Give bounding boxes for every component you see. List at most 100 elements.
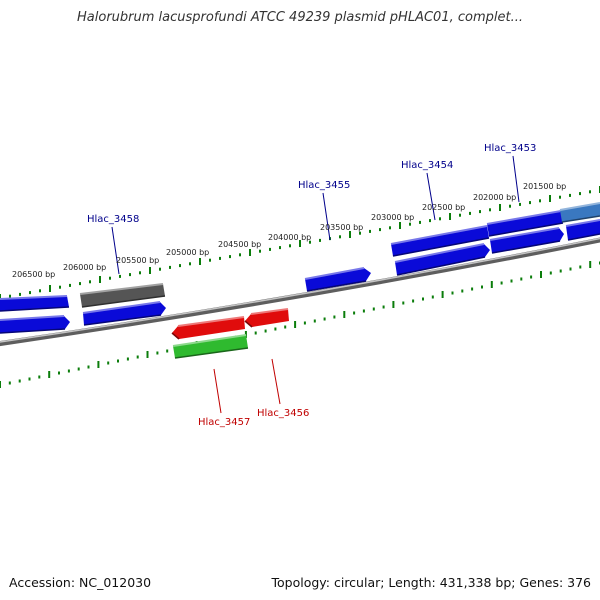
scale-minor-tick	[119, 274, 121, 278]
scale-major-tick	[399, 222, 401, 229]
cds-forward-arrow[interactable]	[489, 227, 564, 254]
scale-minor-tick	[38, 375, 41, 379]
scale-minor-tick	[169, 265, 171, 269]
scale-minor-tick	[179, 264, 181, 268]
scale-minor-tick	[353, 311, 356, 315]
scale-minor-tick	[28, 377, 31, 381]
scale-minor-tick	[269, 247, 271, 251]
scale-tick-label: 206500 bp	[12, 270, 55, 279]
scale-minor-tick	[481, 285, 483, 289]
scale-minor-tick	[559, 195, 561, 199]
rna-feature[interactable]	[172, 334, 249, 359]
scale-minor-tick	[107, 361, 110, 365]
topology-text: Topology: circular; Length: 431,338 bp; …	[271, 575, 592, 590]
gene-label[interactable]: Hlac_3454	[401, 160, 453, 171]
gene-label[interactable]: Hlac_3456	[257, 408, 309, 419]
scale-major-tick	[49, 285, 51, 292]
scale-minor-tick	[89, 280, 91, 284]
scale-minor-tick	[549, 271, 552, 275]
scale-minor-tick	[109, 276, 111, 280]
scale-minor-tick	[409, 222, 411, 226]
gene-label[interactable]: Hlac_3455	[298, 180, 350, 191]
scale-tick-label: 204500 bp	[218, 240, 261, 249]
cds-reverse-arrow[interactable]	[171, 316, 245, 340]
scale-tick-label: 203000 bp	[371, 213, 414, 222]
scale-minor-tick	[339, 235, 341, 239]
gene-label[interactable]: Hlac_3458	[87, 214, 139, 225]
scale-minor-tick	[589, 190, 591, 194]
scale-minor-tick	[431, 295, 434, 299]
scale-minor-tick	[156, 351, 159, 355]
scale-minor-tick	[569, 267, 572, 271]
scale-minor-tick	[529, 201, 531, 205]
scale-tick-label: 202500 bp	[422, 203, 465, 212]
scale-tick-label: 204000 bp	[268, 233, 311, 242]
scale-minor-tick	[389, 226, 391, 230]
scale-minor-tick	[530, 275, 533, 279]
scale-minor-tick	[77, 367, 80, 371]
gene-label[interactable]: Hlac_3453	[484, 143, 536, 154]
scale-major-tick	[540, 271, 542, 278]
scale-minor-tick	[274, 327, 277, 331]
cds-forward-arrow[interactable]	[304, 267, 371, 292]
scale-minor-tick	[539, 199, 541, 203]
scale-minor-tick	[569, 193, 571, 197]
gene-label-leader	[322, 192, 331, 241]
scale-minor-tick	[279, 246, 281, 250]
cds-forward-arrow[interactable]	[0, 315, 70, 334]
scale-major-tick	[294, 321, 297, 328]
scale-major-tick	[449, 213, 451, 220]
scale-minor-tick	[519, 202, 521, 206]
scale-minor-tick	[439, 217, 441, 221]
scale-minor-tick	[451, 291, 454, 295]
scale-major-tick	[0, 381, 1, 388]
cds-reverse-arrow[interactable]	[244, 308, 289, 328]
scale-minor-tick	[9, 294, 11, 298]
scale-minor-tick	[509, 204, 511, 208]
cds-forward-block[interactable]	[0, 295, 70, 312]
scale-minor-tick	[323, 317, 326, 321]
cds-forward-block[interactable]	[390, 225, 490, 257]
gene-label[interactable]: Hlac_3457	[198, 417, 250, 428]
scale-minor-tick	[284, 325, 287, 329]
scale-minor-tick	[422, 297, 424, 301]
scale-minor-tick	[18, 379, 21, 383]
scale-minor-tick	[500, 281, 503, 285]
scale-minor-tick	[579, 265, 582, 269]
pseudogene-block[interactable]	[79, 283, 166, 308]
scale-minor-tick	[166, 349, 169, 353]
scale-minor-tick	[303, 321, 306, 325]
scale-tick-label: 206000 bp	[63, 263, 106, 272]
scale-minor-tick	[19, 292, 21, 296]
scale-minor-tick	[259, 249, 261, 253]
scale-minor-tick	[579, 192, 581, 196]
scale-major-tick	[146, 351, 149, 358]
scale-major-tick	[490, 281, 493, 288]
scale-minor-tick	[79, 282, 81, 286]
scale-major-tick	[97, 361, 100, 368]
cds-forward-block[interactable]	[486, 210, 564, 237]
cds-forward-arrow[interactable]	[394, 243, 490, 276]
scale-minor-tick	[289, 244, 291, 248]
scale-minor-tick	[359, 231, 361, 235]
scale-major-tick	[549, 195, 551, 202]
scale-major-tick	[48, 371, 51, 378]
scale-major-tick	[589, 261, 592, 268]
accession-text: Accession: NC_012030	[9, 575, 152, 590]
scale-tick-label: 205500 bp	[116, 256, 159, 265]
cds-selected-block[interactable]	[559, 202, 600, 223]
scale-tick-label: 202000 bp	[473, 193, 516, 202]
scale-major-tick	[149, 267, 151, 274]
scale-tick-labels: 206500 bp 206000 bp 205500 bp 205000 bp 2045…	[12, 182, 566, 279]
scale-minor-tick	[136, 355, 139, 359]
scale-minor-tick	[67, 369, 70, 373]
gene-features	[0, 202, 600, 359]
scale-minor-tick	[402, 301, 405, 305]
map-title: Halorubrum lacusprofundi ATCC 49239 plas…	[77, 10, 523, 25]
cds-forward-arrow[interactable]	[565, 219, 600, 241]
gene-label-leader	[271, 358, 281, 405]
cds-forward-arrow[interactable]	[82, 301, 166, 326]
gene-label-leader	[512, 155, 520, 203]
